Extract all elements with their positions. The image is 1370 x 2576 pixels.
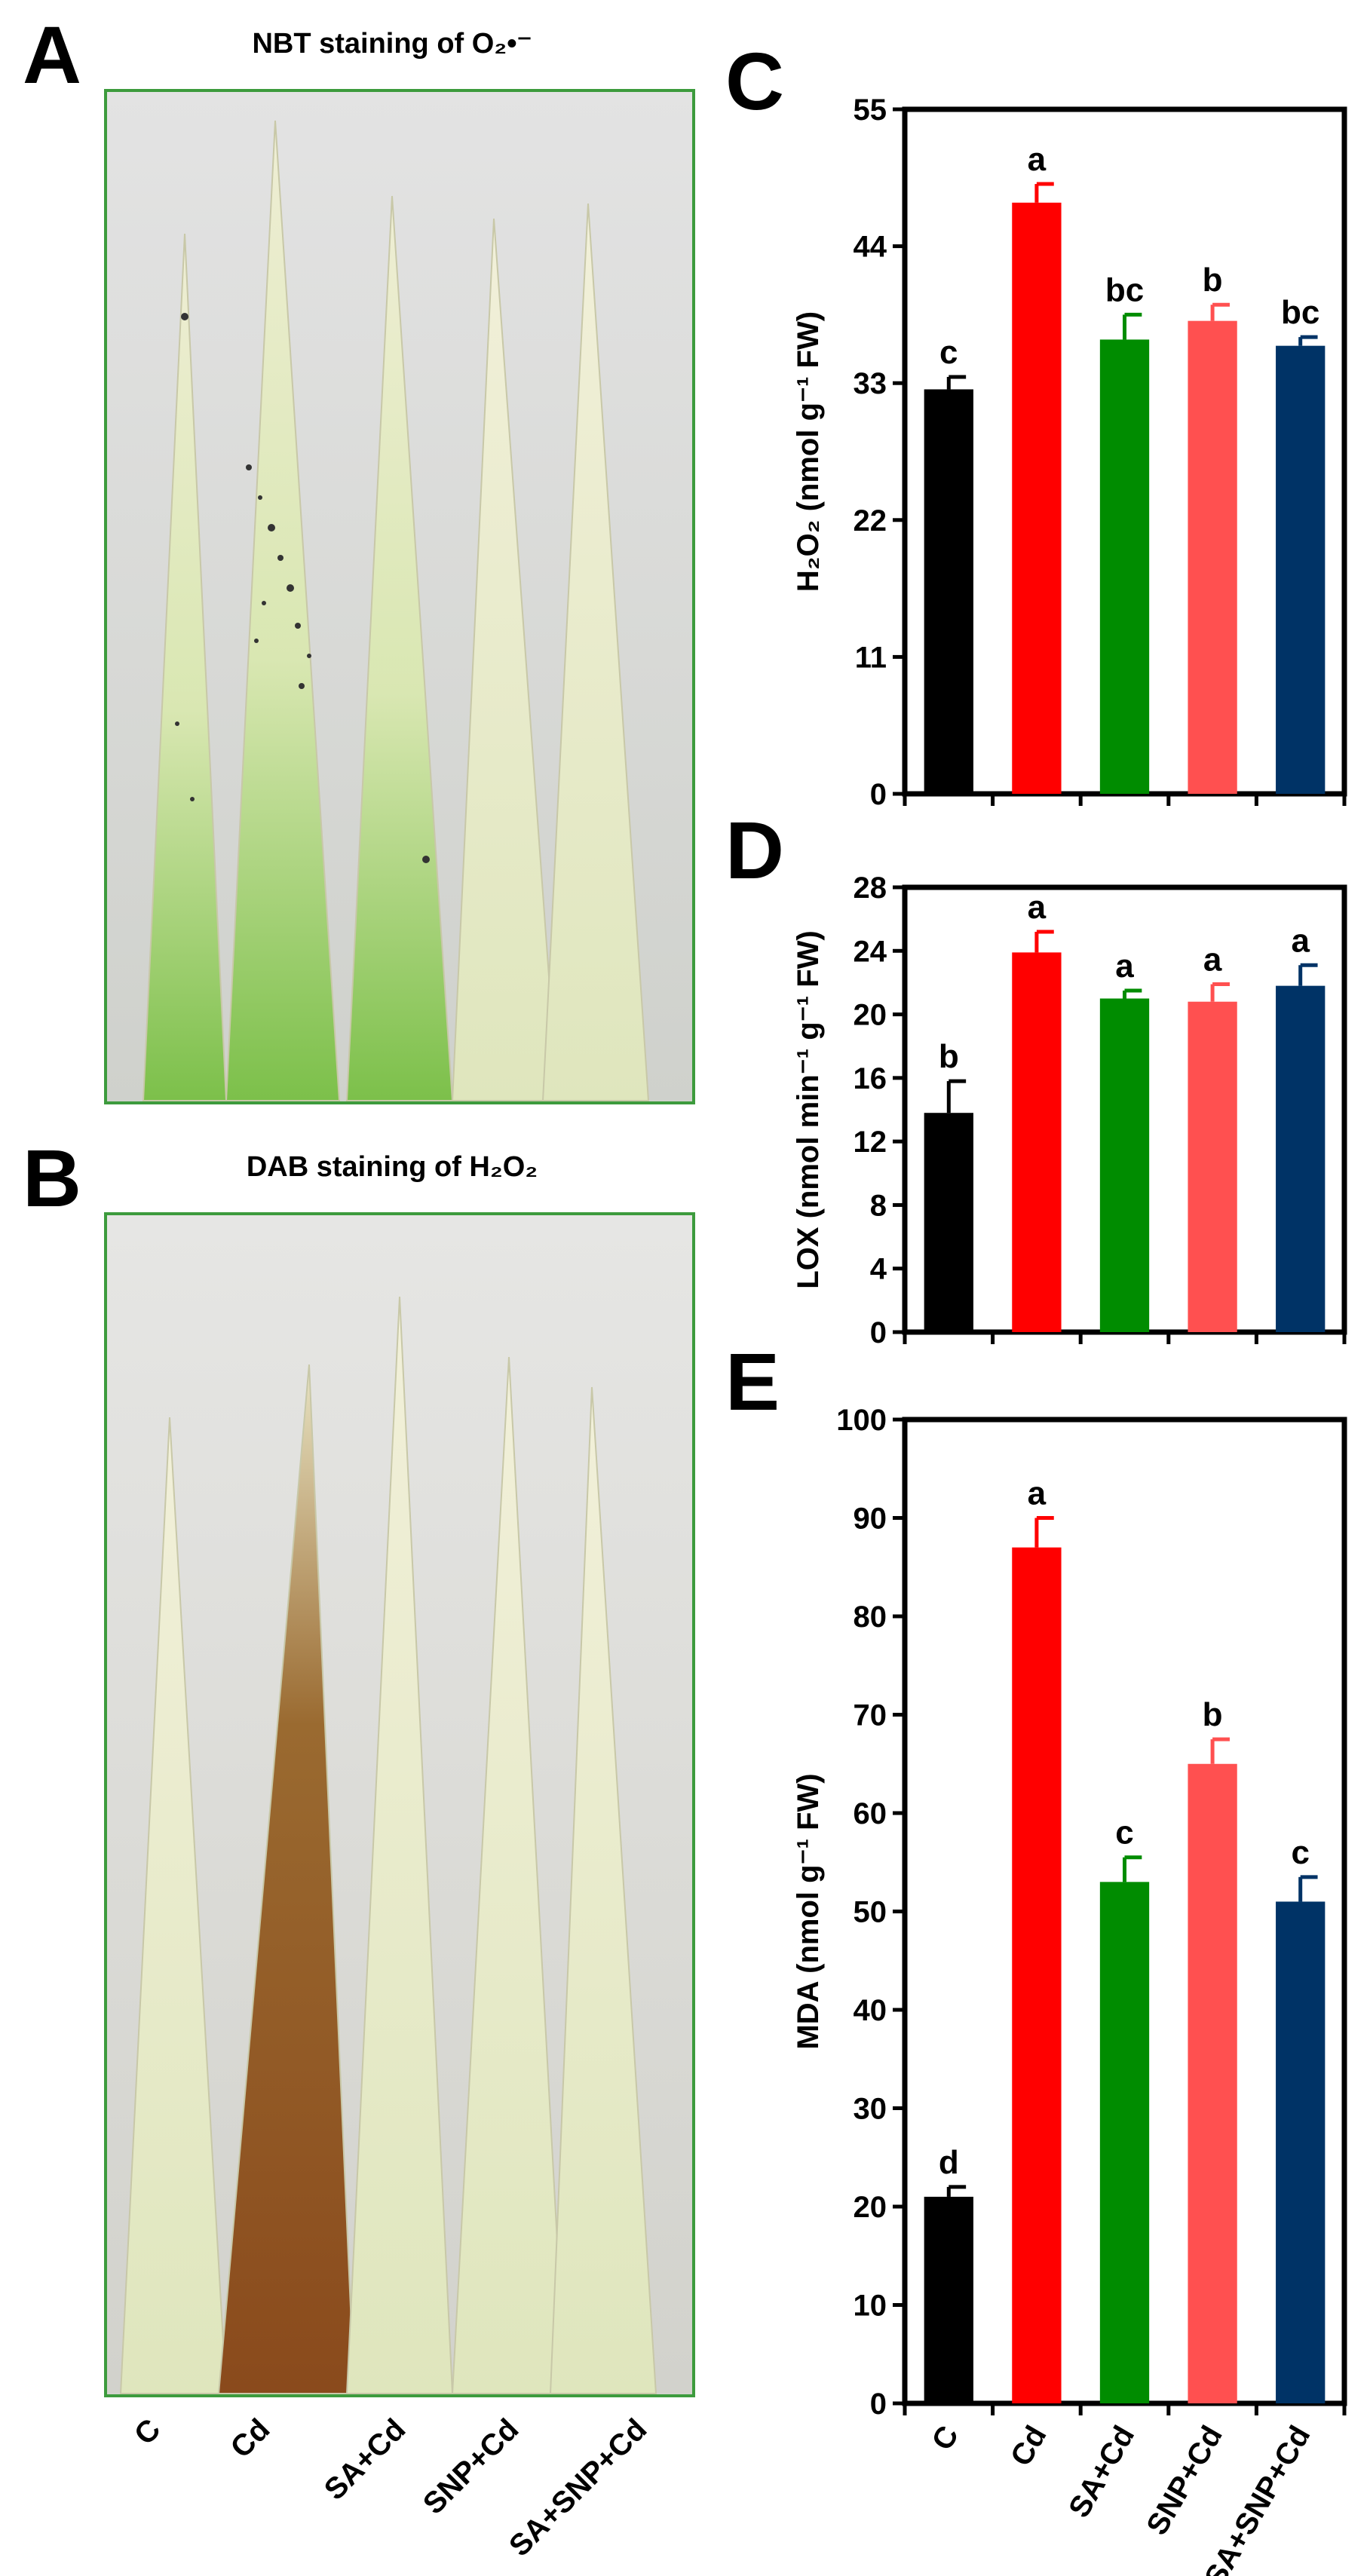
bar-c-sa-snp-cd xyxy=(1276,345,1326,794)
panel-letter-a: A xyxy=(23,9,81,100)
x-category-label-cd: Cd xyxy=(1004,2421,1053,2472)
y-tick-label-e-2: 20 xyxy=(854,2191,887,2224)
error-bar-e-sa-snp-cd xyxy=(1298,1875,1318,1902)
y-tick-label-c-3: 33 xyxy=(854,367,887,400)
bar-c-snp-cd xyxy=(1188,320,1237,794)
y-tick-label-d-4: 16 xyxy=(854,1062,887,1095)
bar-c-sa-cd xyxy=(1099,339,1150,794)
y-tick-label-e-7: 70 xyxy=(854,1699,887,1732)
photo-nbt-staining xyxy=(104,89,695,1104)
y-tick-label-e-9: 90 xyxy=(854,1502,887,1536)
y-tick-label-e-3: 30 xyxy=(854,2093,887,2126)
sig-letter-d-sa-snp-cd: a xyxy=(1291,922,1310,959)
y-tick-label-c-4: 44 xyxy=(854,231,887,264)
sig-letter-c-sa-snp-cd: bc xyxy=(1281,294,1319,331)
error-bar-d-sa-cd xyxy=(1123,988,1142,999)
panel-letter-b: B xyxy=(23,1132,81,1224)
error-bar-c-snp-cd xyxy=(1210,302,1230,321)
bar-d-c xyxy=(924,1113,973,1332)
bar-d-snp-cd xyxy=(1188,1001,1237,1332)
panel-letter-c: C xyxy=(725,35,784,127)
photo-label-sa-cd: SA+Cd xyxy=(318,2412,412,2507)
y-tick-label-d-0: 0 xyxy=(870,1316,887,1349)
sig-letter-d-cd: a xyxy=(1028,889,1047,926)
chart-h2o2: 0 11 22 33 44 55 H₂O₂ (nmol g⁻¹ FW) c a bc b bc xyxy=(792,93,1347,811)
y-tick-label-e-10: 100 xyxy=(836,1404,887,1437)
bar-e-snp-cd xyxy=(1188,1763,1237,2403)
bar-e-cd xyxy=(1012,1547,1062,2403)
photo-label-cd: Cd xyxy=(225,2412,277,2464)
error-bar-d-c xyxy=(946,1079,967,1113)
bar-e-c xyxy=(924,2196,973,2403)
bar-d-sa-cd xyxy=(1099,998,1150,1332)
error-bar-d-sa-snp-cd xyxy=(1298,963,1318,986)
bar-c-cd xyxy=(1012,202,1062,794)
y-tick-label-d-5: 20 xyxy=(854,999,887,1032)
chart-mda: 0 10 20 30 40 50 60 70 80 90 100 MDA (nmol g⁻¹ FW) d… xyxy=(792,1404,1347,2576)
sig-letter-c-cd: a xyxy=(1028,141,1047,178)
bar-d-cd xyxy=(1012,952,1062,1332)
x-category-label-snp-cd: SNP+Cd xyxy=(1140,2421,1229,2541)
error-bar-d-cd xyxy=(1034,930,1054,953)
photo-dab-staining xyxy=(104,1212,695,2397)
y-tick-label-d-7: 28 xyxy=(854,871,887,905)
y-tick-label-e-8: 80 xyxy=(854,1600,887,1634)
panel-a-title: NBT staining of O₂•⁻ xyxy=(252,28,532,60)
error-bar-c-sa-snp-cd xyxy=(1298,335,1318,346)
bar-e-sa-cd xyxy=(1099,1882,1150,2403)
sig-letter-e-cd: a xyxy=(1028,1475,1047,1512)
y-tick-label-e-0: 0 xyxy=(870,2388,887,2421)
error-bar-c-cd xyxy=(1034,182,1054,203)
photo-category-labels: C Cd SA+Cd SNP+Cd SA+SNP+Cd xyxy=(128,2412,654,2562)
chart-lox: 0 4 8 12 16 20 24 28 LOX (nmol min⁻¹ g⁻¹ FW) b a a a… xyxy=(792,871,1347,1349)
y-tick-label-d-6: 24 xyxy=(854,935,887,968)
x-category-label-c: C xyxy=(926,2421,966,2456)
y-tick-label-e-5: 50 xyxy=(854,1896,887,1929)
y-axis-label-d: LOX (nmol min⁻¹ g⁻¹ FW) xyxy=(792,930,825,1288)
error-bar-d-snp-cd xyxy=(1210,982,1230,1002)
error-bar-e-snp-cd xyxy=(1210,1737,1230,1764)
bar-d-sa-snp-cd xyxy=(1276,985,1326,1332)
photo-label-sa-snp-cd: SA+SNP+Cd xyxy=(503,2412,653,2562)
y-tick-label-e-4: 40 xyxy=(854,1994,887,2027)
y-axis-label-c: H₂O₂ (nmol g⁻¹ FW) xyxy=(792,311,825,592)
y-axis-label-e: MDA (nmol g⁻¹ FW) xyxy=(792,1773,825,2049)
sig-letter-d-c: b xyxy=(939,1038,959,1075)
sig-letter-c-sa-cd: bc xyxy=(1105,271,1144,308)
y-tick-label-c-2: 22 xyxy=(854,504,887,538)
photo-label-c: C xyxy=(128,2412,167,2452)
sig-letter-e-snp-cd: b xyxy=(1203,1696,1223,1733)
sig-letter-e-c: d xyxy=(939,2144,959,2181)
y-tick-label-e-6: 60 xyxy=(854,1797,887,1830)
error-bar-c-c xyxy=(946,375,967,390)
error-bar-c-sa-cd xyxy=(1123,312,1142,340)
x-category-label-sa-cd: SA+Cd xyxy=(1062,2421,1141,2524)
sig-letter-e-sa-cd: c xyxy=(1115,1815,1133,1852)
bar-e-sa-snp-cd xyxy=(1276,1901,1326,2403)
sig-letter-c-c: c xyxy=(939,334,958,371)
panel-letter-e: E xyxy=(725,1336,780,1427)
sig-letter-c-snp-cd: b xyxy=(1203,262,1223,299)
bar-c-c xyxy=(924,389,973,794)
error-bar-e-c xyxy=(946,2185,967,2197)
y-tick-label-d-3: 12 xyxy=(854,1126,887,1159)
y-tick-label-c-1: 11 xyxy=(855,641,887,674)
sig-letter-d-snp-cd: a xyxy=(1203,942,1222,979)
y-tick-label-d-2: 8 xyxy=(870,1189,887,1222)
sig-letter-d-sa-cd: a xyxy=(1115,948,1134,985)
error-bar-e-sa-cd xyxy=(1123,1855,1142,1882)
y-tick-label-c-5: 55 xyxy=(854,93,887,127)
sig-letter-e-sa-snp-cd: c xyxy=(1291,1834,1309,1871)
y-tick-label-c-0: 0 xyxy=(870,778,887,811)
y-tick-label-e-1: 10 xyxy=(854,2290,887,2323)
photo-label-snp-cd: SNP+Cd xyxy=(417,2412,525,2520)
y-tick-label-d-1: 4 xyxy=(870,1253,887,1286)
panel-b-title: DAB staining of H₂O₂ xyxy=(247,1151,538,1183)
error-bar-e-cd xyxy=(1034,1516,1054,1548)
panel-letter-d: D xyxy=(725,804,784,896)
